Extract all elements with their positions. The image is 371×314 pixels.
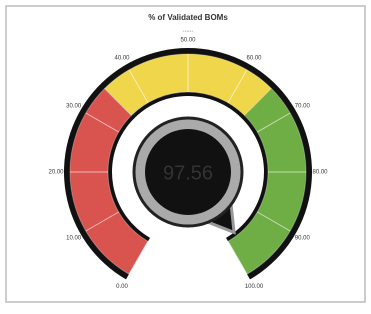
value-label: 97.56 xyxy=(163,162,213,184)
tick-label: 20.00 xyxy=(48,170,64,176)
tick-label: 30.00 xyxy=(66,104,82,110)
page: {"chart_data": {"type": "gauge", "title"… xyxy=(0,0,371,314)
tick-label: 10.00 xyxy=(66,236,82,242)
tick-label: 0.00 xyxy=(116,284,128,290)
tick-label: 50.00 xyxy=(180,38,196,44)
tick-label: 70.00 xyxy=(295,104,311,110)
chart-title: % of Validated BOMs xyxy=(148,13,228,22)
tick-label: 100.00 xyxy=(245,284,264,290)
tick-label: 90.00 xyxy=(295,236,311,242)
chart-subtitle: ...... xyxy=(183,28,193,34)
chart: % of Validated BOMs ...... 0.00 10.00 20.0… xyxy=(0,0,371,314)
tick-label: 80.00 xyxy=(312,170,328,176)
tick-label: 60.00 xyxy=(246,55,262,61)
tick-label: 40.00 xyxy=(114,55,130,61)
